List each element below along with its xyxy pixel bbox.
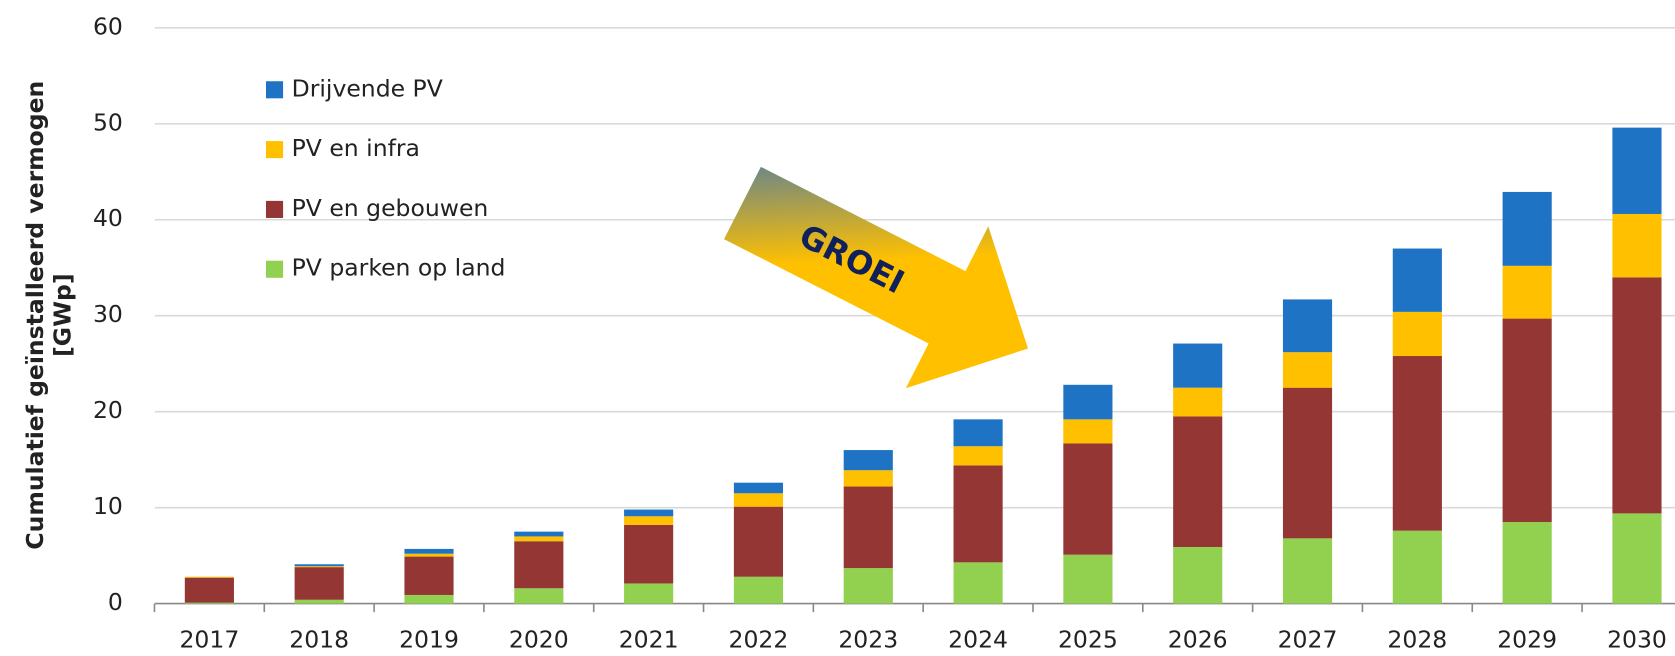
bar-segment bbox=[1283, 388, 1332, 539]
bar-segment bbox=[514, 588, 563, 603]
bar-segment bbox=[404, 595, 453, 604]
bar-segment bbox=[514, 532, 563, 537]
x-tick-label: 2029 bbox=[1497, 625, 1557, 653]
bar-segment bbox=[624, 583, 673, 603]
y-tick-label: 40 bbox=[93, 204, 123, 232]
chart: Cumulatief geïnstalleerd vermogen [GWp] … bbox=[0, 0, 1675, 656]
annotation-arrow: GROEI bbox=[701, 122, 1069, 429]
page: {"chart_data": {"type": "stacked-bar", "… bbox=[0, 0, 1675, 656]
bar-segment bbox=[624, 510, 673, 517]
bar-segment bbox=[295, 566, 344, 567]
x-tick-label: 2024 bbox=[948, 625, 1008, 653]
bar-segment bbox=[1503, 522, 1552, 604]
bar-segment bbox=[185, 603, 234, 604]
bar-segment bbox=[954, 562, 1003, 603]
bar-segment bbox=[734, 577, 783, 604]
bar-segment bbox=[1503, 266, 1552, 319]
bar-segment bbox=[844, 568, 893, 604]
bar-segment bbox=[844, 470, 893, 486]
bar-segment bbox=[1393, 531, 1442, 604]
bar-segment bbox=[1063, 443, 1112, 554]
bar-segment bbox=[1283, 352, 1332, 388]
legend-label: PV parken op land bbox=[292, 254, 506, 282]
x-tick-label: 2030 bbox=[1607, 625, 1667, 653]
bar-segment bbox=[844, 487, 893, 569]
bar-segment bbox=[624, 525, 673, 584]
y-axis-title-line: Cumulatief geïnstalleerd vermogen bbox=[21, 81, 49, 550]
bar-segment bbox=[185, 578, 234, 603]
bar-segment bbox=[734, 493, 783, 506]
bar-segment bbox=[1393, 312, 1442, 356]
y-axis-title-line: [GWp] bbox=[49, 273, 77, 357]
legend-swatch bbox=[266, 201, 283, 218]
legend-swatch bbox=[266, 81, 283, 98]
bar-segment bbox=[734, 483, 783, 494]
x-tick-label: 2019 bbox=[399, 625, 459, 653]
bar-segment bbox=[295, 600, 344, 604]
bar-segment bbox=[1173, 416, 1222, 547]
x-tick-label: 2025 bbox=[1058, 625, 1118, 653]
x-tick-label: 2021 bbox=[619, 625, 679, 653]
legend-swatch bbox=[266, 261, 283, 278]
bar-segment bbox=[1503, 192, 1552, 266]
y-tick-label: 30 bbox=[93, 300, 123, 328]
legend-label: Drijvende PV bbox=[292, 74, 443, 102]
bar-segment bbox=[624, 516, 673, 525]
y-axis-title: Cumulatief geïnstalleerd vermogen [GWp] bbox=[21, 81, 77, 550]
y-tick-label: 10 bbox=[93, 492, 123, 520]
bar-segment bbox=[1503, 319, 1552, 522]
legend-label: PV en gebouwen bbox=[292, 194, 489, 222]
bar-segment bbox=[514, 536, 563, 541]
bar-segment bbox=[1283, 538, 1332, 603]
bar-segment bbox=[954, 419, 1003, 446]
bar-segment bbox=[295, 567, 344, 600]
bar-segment bbox=[1173, 344, 1222, 388]
bar-segment bbox=[734, 507, 783, 577]
bar-segment bbox=[1612, 214, 1661, 277]
y-tick-label: 60 bbox=[93, 12, 123, 40]
bar-segment bbox=[1063, 385, 1112, 420]
y-tick-label: 0 bbox=[108, 588, 123, 616]
y-tick-label: 50 bbox=[93, 108, 123, 136]
bar-segment bbox=[404, 549, 453, 554]
legend-label: PV en infra bbox=[292, 134, 420, 162]
x-tick-label: 2017 bbox=[179, 625, 239, 653]
bar-segment bbox=[844, 450, 893, 470]
x-tick-label: 2023 bbox=[838, 625, 898, 653]
y-tick-label: 20 bbox=[93, 396, 123, 424]
x-tick-label: 2026 bbox=[1168, 625, 1228, 653]
bar-segment bbox=[1612, 277, 1661, 513]
bar-segment bbox=[1063, 419, 1112, 443]
bar-segment bbox=[404, 554, 453, 557]
x-tick-label: 2022 bbox=[729, 625, 789, 653]
bar-segment bbox=[1063, 555, 1112, 604]
bar-segment bbox=[1393, 356, 1442, 531]
bar-segment bbox=[1612, 128, 1661, 214]
x-tick-label: 2018 bbox=[289, 625, 349, 653]
x-tick-label: 2020 bbox=[509, 625, 569, 653]
bar-segment bbox=[404, 557, 453, 595]
bar-segment bbox=[1283, 299, 1332, 352]
x-tick-label: 2027 bbox=[1278, 625, 1338, 653]
legend-swatch bbox=[266, 141, 283, 158]
bar-segment bbox=[295, 564, 344, 566]
bar-segment bbox=[185, 577, 234, 578]
bar-segment bbox=[514, 541, 563, 588]
bar-segment bbox=[1173, 547, 1222, 604]
bar-segment bbox=[954, 446, 1003, 465]
bar-segment bbox=[1173, 388, 1222, 417]
bar-segment bbox=[954, 465, 1003, 562]
bar-segment bbox=[1393, 249, 1442, 312]
x-tick-label: 2028 bbox=[1387, 625, 1447, 653]
bar-segment bbox=[1612, 513, 1661, 603]
